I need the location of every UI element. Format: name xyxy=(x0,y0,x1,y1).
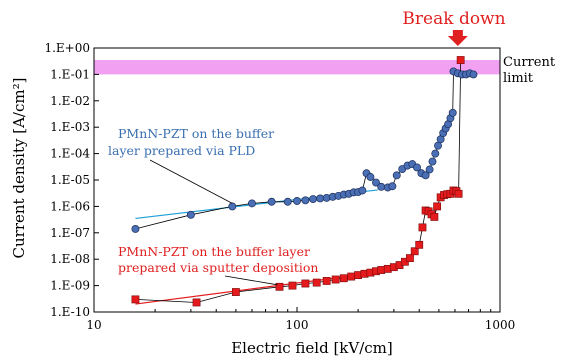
pld-data-point xyxy=(228,202,237,211)
sputter-data-point xyxy=(347,272,356,281)
sputter-data-point xyxy=(415,240,424,249)
sputter-data-point xyxy=(418,223,427,232)
y-axis-label: Current density [A/cm²] xyxy=(10,78,28,259)
sputter-data-point xyxy=(454,189,463,198)
sputter-data-point xyxy=(231,288,240,296)
pld-annotation-arrow xyxy=(149,159,233,204)
sputter-data-point xyxy=(131,295,140,304)
current-limit-label-line1: Current xyxy=(503,55,556,70)
pld-data-point xyxy=(421,171,430,180)
pld-data-point xyxy=(248,199,256,208)
y-tick-label: 1.E-05 xyxy=(50,173,90,187)
pld-data-point xyxy=(358,186,367,195)
x-tick-label: 100 xyxy=(286,318,309,332)
pld-annotation-line1: PMnN-PZT on the buffer xyxy=(118,126,274,141)
fit-line xyxy=(135,274,359,305)
pld-data-point xyxy=(316,194,325,203)
x-tick-label: 1000 xyxy=(485,318,516,332)
sputter-data-point xyxy=(312,278,321,287)
pld-data-point xyxy=(186,210,195,219)
pld-data-point xyxy=(293,197,301,205)
sputter-annotation-line1: PMnN-PZT on the buffer layer xyxy=(118,244,310,259)
sputter-data-point xyxy=(406,254,414,263)
sputter-data-point xyxy=(301,279,310,288)
annotations: PMnN-PZT on the buffer layer prepared vi… xyxy=(108,126,318,286)
pld-data-point xyxy=(301,196,310,205)
pld-data-point xyxy=(469,70,478,79)
y-tick-label: 1.E-04 xyxy=(50,147,90,161)
pld-data-point xyxy=(309,195,318,203)
breakdown-label: Break down xyxy=(402,9,505,29)
sputter-data-point xyxy=(456,56,465,64)
pld-data-point xyxy=(413,163,421,172)
series-markers xyxy=(131,56,478,307)
pld-data-point xyxy=(372,178,380,187)
pld-data-point xyxy=(283,197,292,206)
pld-data-point xyxy=(131,224,140,233)
sputter-data-point xyxy=(339,274,348,283)
sputter-data-point xyxy=(377,266,386,274)
y-tick-label: 1.E-08 xyxy=(50,252,90,266)
pld-data-point xyxy=(267,197,276,206)
sputter-data-point xyxy=(192,298,201,307)
sputter-data-point xyxy=(433,202,442,211)
sputter-data-point xyxy=(430,213,439,221)
breakdown-arrow-icon xyxy=(447,30,468,46)
pld-data-point xyxy=(425,165,434,174)
pld-data-point xyxy=(448,108,457,117)
pld-data-point xyxy=(388,182,397,191)
pld-data-point xyxy=(431,149,440,158)
pld-data-point xyxy=(428,157,437,166)
x-axis-ticks: 10 100 1000 xyxy=(86,307,515,332)
x-axis-label: Electric field [kV/cm] xyxy=(231,339,393,357)
pld-data-point xyxy=(366,173,375,181)
sputter-data-point xyxy=(322,277,331,285)
sputter-data-point xyxy=(275,282,284,291)
y-tick-label: 1.E+00 xyxy=(44,41,90,55)
x-tick-label: 10 xyxy=(86,318,101,332)
y-tick-label: 1.E-02 xyxy=(50,94,90,108)
current-limit-label-line2: limit xyxy=(503,71,534,86)
sputter-data-point xyxy=(288,281,297,290)
y-tick-label: 1.E-10 xyxy=(50,305,90,319)
y-tick-label: 1.E-03 xyxy=(50,120,90,134)
sputter-annotation-line2: prepared via sputter deposition xyxy=(118,260,318,275)
y-tick-label: 1.E-06 xyxy=(50,199,90,213)
sputter-data-point xyxy=(331,275,340,284)
y-tick-label: 1.E-09 xyxy=(50,279,90,293)
current-limit-band xyxy=(94,60,500,75)
y-tick-label: 1.E-01 xyxy=(50,67,90,81)
sputter-annotation-arrow xyxy=(224,275,278,286)
pld-data-point xyxy=(377,182,386,191)
y-tick-label: 1.E-07 xyxy=(50,226,90,240)
y-axis-ticks: 1.E-10 1.E-09 1.E-08 1.E-07 1.E-06 1.E-05 1.E-… xyxy=(44,41,99,319)
pld-annotation-line2: layer prepared via PLD xyxy=(108,143,255,158)
pld-data-point xyxy=(392,171,401,180)
sputter-data-point xyxy=(410,247,419,256)
